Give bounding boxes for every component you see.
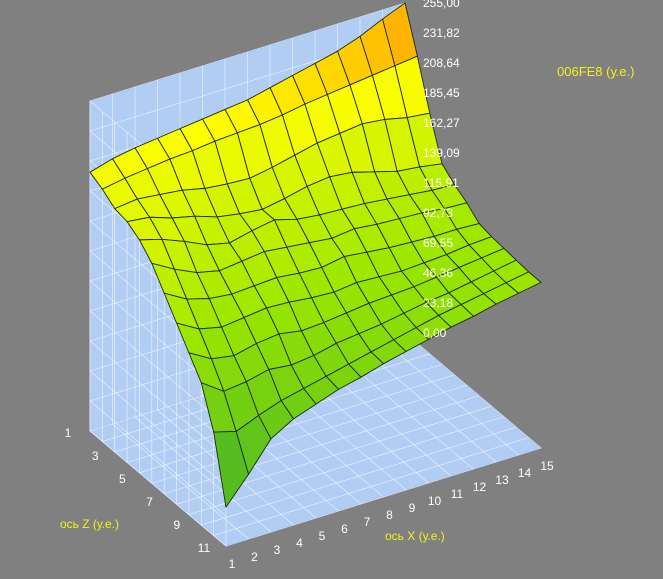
floor-gridline xyxy=(164,395,480,495)
z-axis-title: ось Z (у.е.) xyxy=(60,517,119,531)
back-gridline xyxy=(89,2,406,102)
x-tick-label: 4 xyxy=(296,536,303,550)
x-tick-label: 5 xyxy=(319,529,326,543)
y-tick-label: 92,73 xyxy=(423,206,453,220)
floor-gridline xyxy=(201,426,517,526)
left-gridline xyxy=(89,430,227,547)
z-tick-labels: 1 3 5 7 9 11 xyxy=(65,426,211,555)
x-tick-label: 7 xyxy=(364,515,371,529)
floor-gridline xyxy=(213,437,529,536)
y-tick-label: 0,00 xyxy=(423,326,447,340)
z-tick-label: 5 xyxy=(119,472,126,486)
z-tick-label: 1 xyxy=(65,426,72,440)
floor-gridline xyxy=(134,416,272,533)
y-tick-label: 46,36 xyxy=(423,266,453,280)
x-tick-label: 11 xyxy=(451,487,464,501)
surface-cell xyxy=(213,431,249,508)
x-tick-label: 15 xyxy=(540,459,554,473)
x-tick-labels: 1 2 3 4 5 6 7 8 9 10 11 12 13 14 15 xyxy=(229,459,554,571)
floor-gridline xyxy=(139,374,455,474)
x-tick-label: 6 xyxy=(341,522,348,536)
x-tick-label: 3 xyxy=(274,543,281,557)
floor-gridline xyxy=(404,332,542,449)
y-tick-label: 231,82 xyxy=(423,26,460,40)
left-gridline xyxy=(89,400,227,517)
y-tick-label: 139,09 xyxy=(423,146,460,160)
y-tick-label: 23,18 xyxy=(423,296,453,310)
z-tick-label: 9 xyxy=(173,518,180,532)
x-tick-label: 2 xyxy=(251,550,258,564)
chart-title: 006FE8 (у.е.) xyxy=(557,64,634,79)
y-tick-label: 255,00 xyxy=(423,0,460,10)
x-tick-label: 13 xyxy=(495,473,509,487)
left-gridline xyxy=(89,340,227,457)
floor-gridline xyxy=(151,384,467,484)
z-tick-label: 11 xyxy=(198,541,211,555)
floor-gridline xyxy=(188,416,504,515)
y-tick-label: 208,64 xyxy=(423,56,460,70)
y-tick-label: 162,27 xyxy=(423,116,460,130)
y-tick-label: 69,55 xyxy=(423,236,453,250)
x-tick-label: 8 xyxy=(386,508,393,522)
floor-gridline xyxy=(225,447,542,547)
x-tick-label: 9 xyxy=(409,501,416,515)
x-tick-label: 14 xyxy=(518,466,532,480)
left-gridline xyxy=(89,370,227,487)
x-tick-label: 12 xyxy=(473,480,487,494)
floor-gridline xyxy=(359,346,497,463)
x-tick-label: 1 xyxy=(229,557,236,571)
y-tick-label: 185,45 xyxy=(423,86,460,100)
surface xyxy=(89,2,542,508)
x-tick-label: 10 xyxy=(428,494,442,508)
y-tick-labels: 0,00 23,18 46,36 69,55 92,73 115,91 139,09 162,… xyxy=(423,0,460,340)
y-tick-label: 115,91 xyxy=(423,176,459,190)
left-gridline xyxy=(89,310,227,427)
z-tick-label: 3 xyxy=(92,449,99,463)
z-tick-label: 7 xyxy=(146,495,153,509)
floor-gridline xyxy=(382,339,519,456)
x-axis-title: ось X (у.е.) xyxy=(385,529,445,543)
